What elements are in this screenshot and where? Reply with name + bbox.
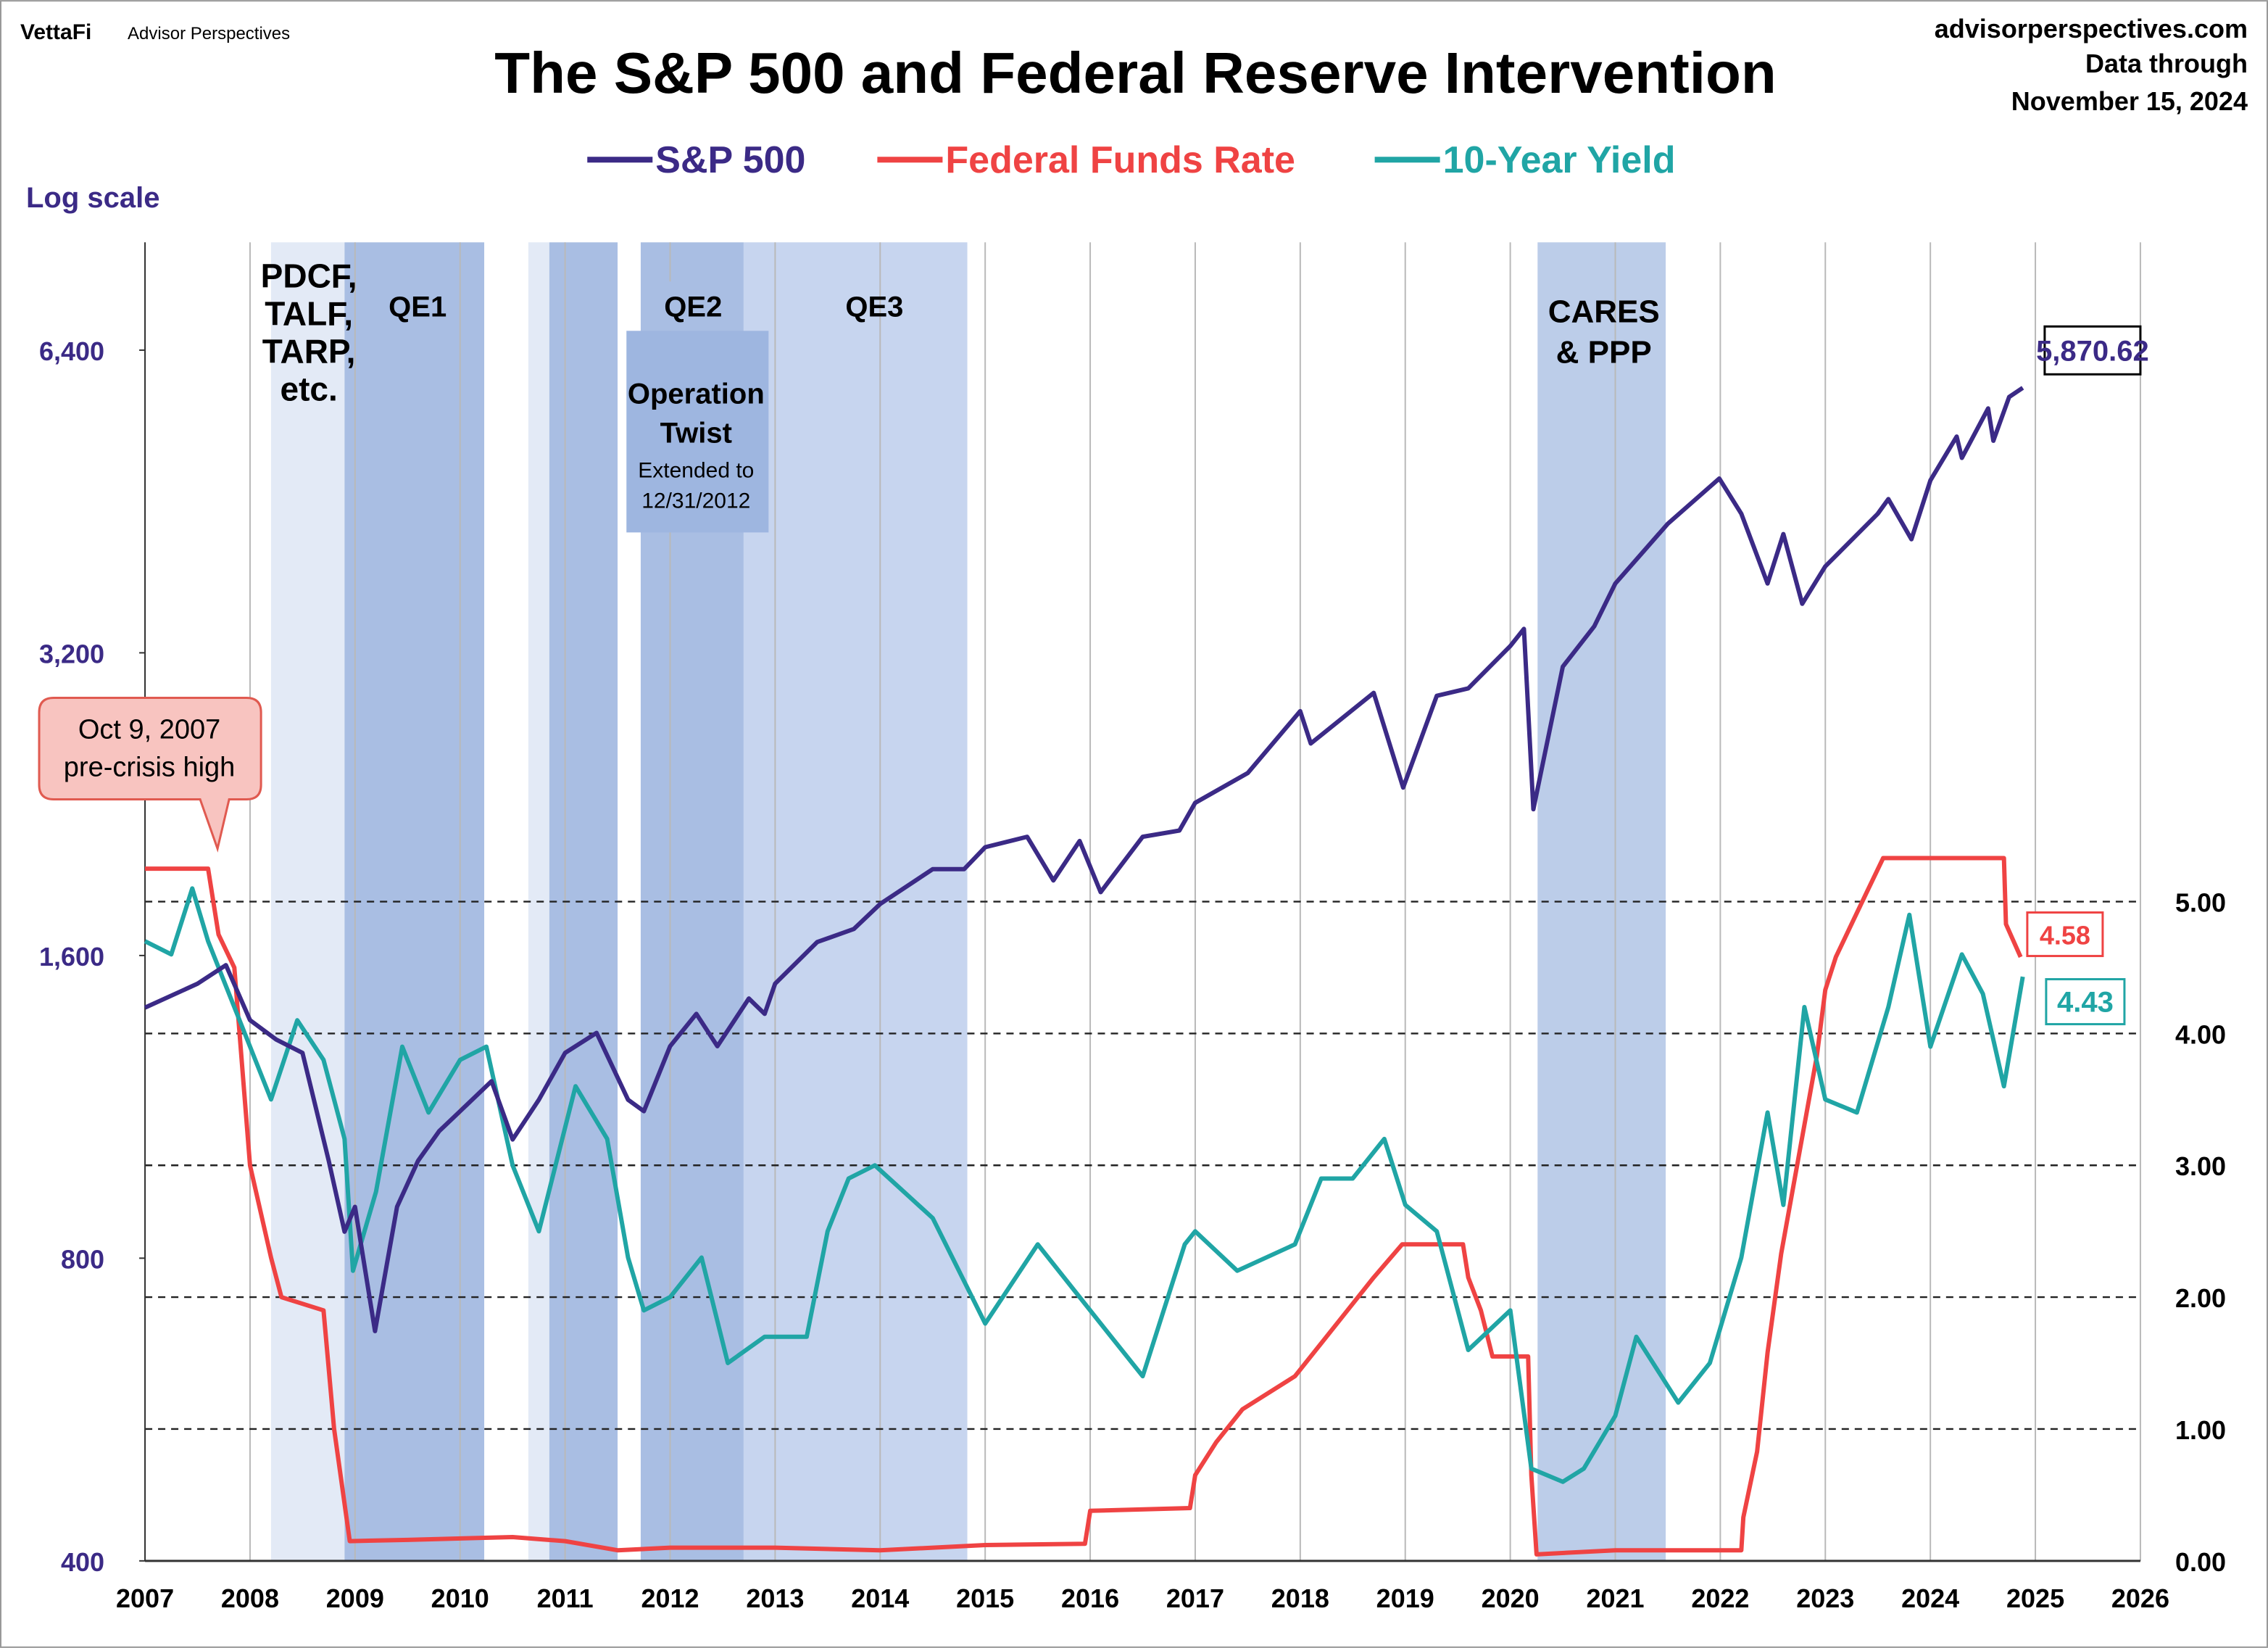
x-tick-label: 2012 <box>641 1583 699 1613</box>
region-label: Extended to <box>638 458 754 482</box>
x-tick-label: 2014 <box>851 1583 909 1613</box>
x-tick-label: 2013 <box>746 1583 804 1613</box>
y2-tick-label: 3.00 <box>2175 1151 2226 1181</box>
x-tick-label: 2023 <box>1796 1583 1854 1613</box>
region-label: TALF, <box>265 294 353 332</box>
x-tick-label: 2022 <box>1691 1583 1749 1613</box>
y2-tick-label: 1.00 <box>2175 1415 2226 1445</box>
y2-tick-label: 5.00 <box>2175 888 2226 918</box>
y-tick-label: 1,600 <box>39 942 104 972</box>
series-line <box>145 856 2023 1557</box>
x-tick-label: 2015 <box>956 1583 1014 1613</box>
region-label: TARP, <box>262 332 356 370</box>
region-label: QE2 <box>664 291 722 323</box>
region-label: CARES <box>1548 294 1660 329</box>
x-tick-label: 2026 <box>2111 1583 2169 1613</box>
region-label: & PPP <box>1556 334 1652 370</box>
x-tick-label: 2007 <box>116 1583 174 1613</box>
box <box>660 281 730 331</box>
y-note: Log scale <box>26 182 160 214</box>
region-label: QE1 <box>389 291 446 323</box>
callout-box <box>38 696 262 853</box>
end-label: 5,870.62 <box>2036 335 2149 367</box>
x-tick-label: 2016 <box>1061 1583 1119 1613</box>
chart-title: The S&P 500 and Federal Reserve Interven… <box>494 41 1776 105</box>
legend-label: Federal Funds Rate <box>945 139 1295 181</box>
series-line <box>144 386 2024 1333</box>
x-tick-label: 2018 <box>1271 1583 1329 1613</box>
x-tick-label: 2020 <box>1482 1583 1540 1613</box>
region-label: QE3 <box>845 291 903 323</box>
y-tick-label: 800 <box>61 1244 104 1274</box>
date: November 15, 2024 <box>2011 86 2248 116</box>
x-tick-label: 2011 <box>537 1583 594 1613</box>
end-label-box <box>2045 978 2126 1026</box>
x-tick-label: 2024 <box>1901 1583 1959 1613</box>
y2-tick-label: 2.00 <box>2175 1283 2226 1313</box>
through: Data through <box>2085 49 2248 78</box>
region-label: PDCF, <box>261 257 357 294</box>
site: advisorperspectives.com <box>1935 14 2248 44</box>
end-label: 4.58 <box>2040 921 2090 951</box>
brand-sub: Advisor Perspectives <box>128 24 290 44</box>
region-label: 12/31/2012 <box>641 489 750 513</box>
end-label-box <box>2043 325 2142 376</box>
legend-label: 10-Year Yield <box>1443 139 1676 181</box>
brand: VettaFi <box>20 20 91 44</box>
region-label: Operation <box>628 378 765 410</box>
x-tick-label: 2010 <box>431 1583 489 1613</box>
region-label: Twist <box>660 417 732 449</box>
x-tick-label: 2017 <box>1166 1583 1224 1613</box>
y-tick-label: 3,200 <box>39 639 104 668</box>
series-line <box>144 886 2025 1484</box>
end-label: 4.43 <box>2057 987 2114 1019</box>
x-tick-label: 2009 <box>326 1583 384 1613</box>
end-label-box <box>2026 911 2104 958</box>
y-tick-label: 6,400 <box>39 336 104 366</box>
y2-tick-label: 0.00 <box>2175 1547 2226 1577</box>
x-tick-label: 2008 <box>221 1583 279 1613</box>
x-tick-label: 2021 <box>1586 1583 1644 1613</box>
y2-tick-label: 4.00 <box>2175 1019 2226 1049</box>
legend-label: S&P 500 <box>655 139 805 181</box>
box <box>626 331 769 533</box>
y-tick-label: 400 <box>61 1547 104 1577</box>
region-label: etc. <box>281 370 338 407</box>
callout-text: pre-crisis high <box>64 752 236 782</box>
callout-text: Oct 9, 2007 <box>78 714 220 745</box>
x-tick-label: 2025 <box>2006 1583 2064 1613</box>
x-tick-label: 2019 <box>1376 1583 1434 1613</box>
